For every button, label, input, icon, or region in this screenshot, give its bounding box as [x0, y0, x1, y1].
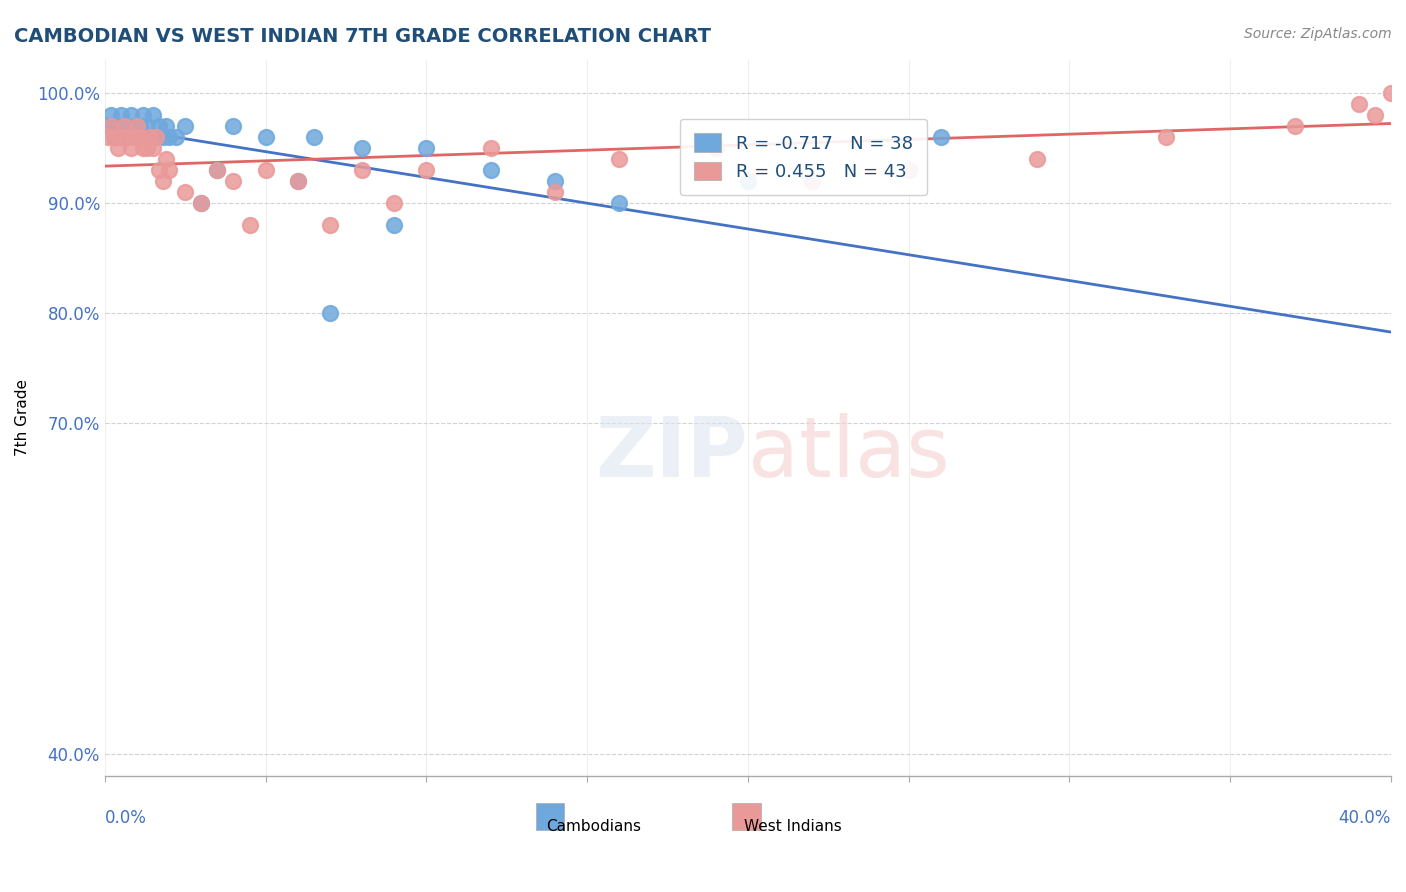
- Point: [145, 129, 167, 144]
- Point: [544, 185, 567, 199]
- Point: [157, 129, 180, 144]
- Point: [152, 174, 174, 188]
- FancyBboxPatch shape: [536, 803, 564, 830]
- Point: [479, 141, 502, 155]
- Point: [897, 162, 920, 177]
- Point: [142, 108, 165, 122]
- Text: 0.0%: 0.0%: [105, 809, 146, 827]
- Point: [287, 174, 309, 188]
- Point: [129, 119, 152, 133]
- Point: [145, 129, 167, 144]
- Point: [190, 195, 212, 210]
- Point: [382, 218, 405, 232]
- Point: [117, 129, 139, 144]
- Point: [238, 218, 260, 232]
- Point: [382, 195, 405, 210]
- Point: [207, 162, 229, 177]
- Point: [139, 129, 162, 144]
- Text: ZIP: ZIP: [595, 413, 748, 494]
- Point: [122, 129, 145, 144]
- Point: [97, 129, 120, 144]
- Point: [319, 218, 342, 232]
- Text: West Indians: West Indians: [744, 819, 842, 834]
- Point: [120, 108, 142, 122]
- Point: [1347, 96, 1369, 111]
- Point: [155, 152, 177, 166]
- Point: [287, 174, 309, 188]
- Point: [165, 129, 187, 144]
- Point: [112, 119, 135, 133]
- Point: [1379, 86, 1402, 100]
- Point: [254, 129, 277, 144]
- Point: [704, 141, 727, 155]
- Point: [801, 174, 824, 188]
- Point: [135, 141, 157, 155]
- Point: [350, 162, 373, 177]
- Point: [117, 129, 139, 144]
- Point: [129, 129, 152, 144]
- Text: CAMBODIAN VS WEST INDIAN 7TH GRADE CORRELATION CHART: CAMBODIAN VS WEST INDIAN 7TH GRADE CORRE…: [14, 27, 711, 45]
- Point: [737, 174, 759, 188]
- Point: [107, 119, 129, 133]
- Point: [1154, 129, 1177, 144]
- Point: [135, 119, 157, 133]
- Point: [100, 119, 122, 133]
- Point: [142, 141, 165, 155]
- Point: [607, 195, 630, 210]
- Point: [319, 306, 342, 320]
- FancyBboxPatch shape: [733, 803, 761, 830]
- Point: [132, 141, 155, 155]
- Point: [155, 119, 177, 133]
- Point: [103, 129, 125, 144]
- Text: Source: ZipAtlas.com: Source: ZipAtlas.com: [1244, 27, 1392, 41]
- Point: [1364, 108, 1386, 122]
- Point: [97, 119, 120, 133]
- Point: [190, 195, 212, 210]
- Point: [222, 174, 245, 188]
- Legend: R = -0.717   N = 38, R = 0.455   N = 43: R = -0.717 N = 38, R = 0.455 N = 43: [679, 119, 927, 195]
- Point: [544, 174, 567, 188]
- Point: [100, 108, 122, 122]
- Point: [302, 129, 325, 144]
- Y-axis label: 7th Grade: 7th Grade: [15, 379, 30, 457]
- Point: [157, 162, 180, 177]
- Point: [222, 119, 245, 133]
- Text: Cambodians: Cambodians: [546, 819, 641, 834]
- Point: [107, 141, 129, 155]
- Point: [122, 119, 145, 133]
- Point: [152, 129, 174, 144]
- Point: [1026, 152, 1049, 166]
- Point: [607, 152, 630, 166]
- Point: [139, 129, 162, 144]
- Point: [174, 119, 197, 133]
- Point: [148, 162, 170, 177]
- Point: [1284, 119, 1306, 133]
- Point: [479, 162, 502, 177]
- Point: [125, 119, 148, 133]
- Point: [148, 119, 170, 133]
- Point: [174, 185, 197, 199]
- Point: [103, 129, 125, 144]
- Point: [110, 129, 132, 144]
- Point: [207, 162, 229, 177]
- Text: 40.0%: 40.0%: [1339, 809, 1391, 827]
- Text: atlas: atlas: [748, 413, 949, 494]
- Point: [415, 162, 437, 177]
- Point: [110, 108, 132, 122]
- Point: [125, 129, 148, 144]
- Point: [112, 119, 135, 133]
- Point: [254, 162, 277, 177]
- Point: [350, 141, 373, 155]
- Point: [132, 108, 155, 122]
- Point: [120, 141, 142, 155]
- Point: [415, 141, 437, 155]
- Point: [929, 129, 952, 144]
